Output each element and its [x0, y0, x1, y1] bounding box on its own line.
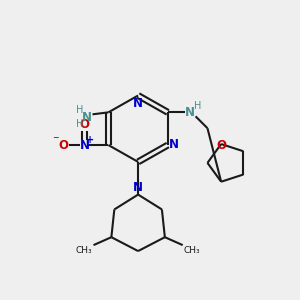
- Text: H: H: [194, 101, 201, 111]
- Text: N: N: [133, 181, 143, 194]
- Text: H: H: [76, 105, 83, 116]
- Text: ⁻: ⁻: [52, 134, 59, 147]
- Text: O: O: [80, 118, 90, 131]
- Text: CH₃: CH₃: [76, 246, 92, 255]
- Text: N: N: [82, 111, 92, 124]
- Text: N: N: [80, 139, 90, 152]
- Text: CH₃: CH₃: [184, 246, 200, 255]
- Text: O: O: [216, 139, 226, 152]
- Text: +: +: [86, 135, 94, 145]
- Text: N: N: [133, 98, 143, 110]
- Text: O: O: [59, 139, 69, 152]
- Text: N: N: [169, 138, 179, 151]
- Text: H: H: [76, 119, 83, 129]
- Text: N: N: [184, 106, 195, 119]
